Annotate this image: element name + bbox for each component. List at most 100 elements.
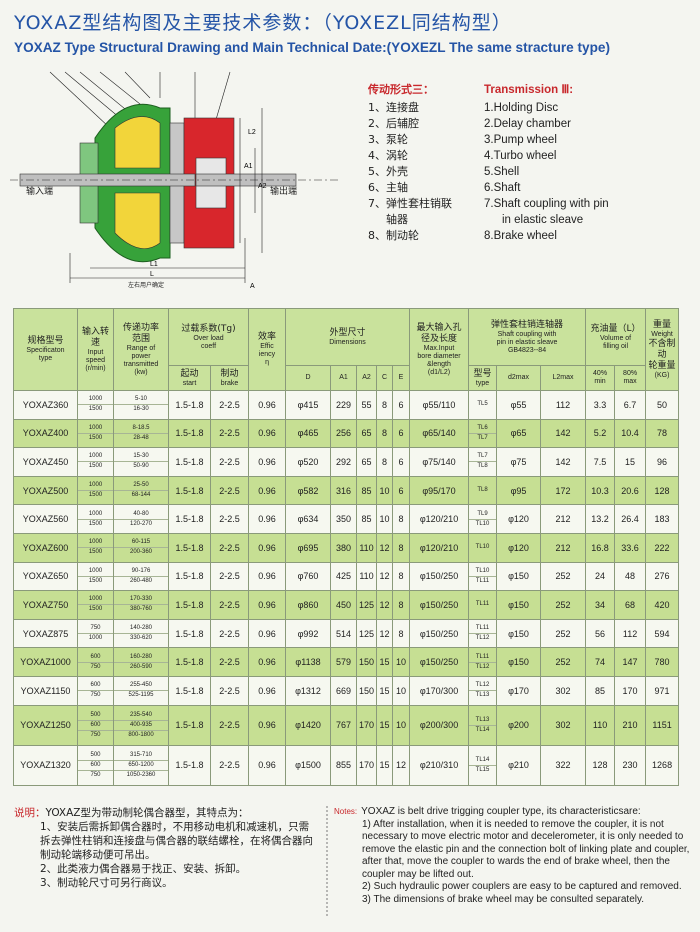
transmission-en: Transmission Ⅲ: 1.Holding Disc 2.Delay cha… <box>484 82 612 244</box>
header-line: A1 <box>339 374 348 381</box>
table-row: YOXAZ1150 600 750 255-450 525-1195 1.5-1.8 2-2… <box>13 675 680 706</box>
cell-line: 90-176 <box>131 567 151 574</box>
table-row: YOXAZ1000 600 750 160-280 260-590 1.5-1.8 2-2.… <box>13 647 680 677</box>
table-cell: 2-2.5 <box>209 618 250 649</box>
list-item: 4、涡轮 <box>368 149 408 162</box>
notes-text: YOXAZ型为带动制轮偶合器型，其特点为： <box>45 807 249 819</box>
header-line: (kw) <box>134 368 148 376</box>
cell-line: 260-590 <box>114 661 168 672</box>
table-cell: 1000 1500 <box>77 504 114 534</box>
table-cell: 125 <box>356 618 378 649</box>
list-item: 4.Turbo wheel <box>484 150 557 162</box>
table-cell: 315-710 650-1200 1050-2360 <box>113 744 169 786</box>
table-cell: φ55 <box>496 390 542 420</box>
table-cell: 25-50 68-144 <box>113 475 169 506</box>
cell-line: 50-90 <box>114 461 168 471</box>
table-cell: φ415 <box>285 390 332 420</box>
table-cell: 8 <box>392 561 411 592</box>
header-line: GB4823--84 <box>507 346 547 354</box>
table-cell: 2-2.5 <box>209 744 250 786</box>
cell-line: 15-30 <box>133 453 149 460</box>
table-cell: 170 <box>356 704 378 746</box>
list-title: 传动形式三： <box>368 83 434 96</box>
dim-label: L2 <box>248 129 256 136</box>
table-cell: 212 <box>540 532 587 563</box>
header-line: max <box>623 378 637 385</box>
cell-line: 800-1800 <box>114 729 168 740</box>
table-cell: 229 <box>330 390 358 420</box>
table-cell: 96 <box>645 447 680 477</box>
table-cell: 514 <box>330 618 358 649</box>
table-cell: φ1312 <box>285 675 332 706</box>
table-cell: 6 <box>392 475 411 506</box>
cell-line: TL8 <box>477 487 488 494</box>
table-cell: 2-2.5 <box>209 532 250 563</box>
table-cell: 12 <box>376 590 394 620</box>
header-line: L2max <box>552 374 574 381</box>
header-row: 起动 start 制动 brake D A1 A2 C E 型号 type d2max L2max 40%… <box>14 365 679 391</box>
header-cell: 效率 Effic iency η <box>248 308 287 391</box>
cell-line: 255-450 <box>129 682 153 689</box>
table-cell: TL11 TL12 <box>468 618 498 649</box>
table-cell: 1000 1500 <box>77 418 114 449</box>
table-cell: 60-115 200-360 <box>113 532 169 563</box>
cell-line: 1500 <box>78 404 113 414</box>
header-line: Over load <box>193 334 224 342</box>
table-cell: 5-10 16-30 <box>113 390 169 420</box>
cell-line: 1000 <box>88 396 103 403</box>
cell-line: 120-270 <box>114 518 168 529</box>
table-cell: 302 <box>540 704 587 746</box>
title-en: YOXAZ Type Structural Drawing and Main T… <box>14 40 610 55</box>
header-line: 外型尺寸 <box>329 327 366 338</box>
table-cell: 183 <box>645 504 680 534</box>
table-cell: 85 <box>356 475 378 506</box>
table-cell: 112 <box>540 390 587 420</box>
table-cell: 420 <box>645 590 680 620</box>
header-line: Dimensions <box>329 338 366 346</box>
table-cell: 1000 1500 <box>77 447 114 477</box>
notes-en: Notes: YOXAZ is belt drive trigging coupl… <box>334 806 690 906</box>
table-cell: 256 <box>330 418 358 449</box>
cell-line: 600 <box>90 682 101 689</box>
table-cell: φ210 <box>496 744 542 786</box>
cell-line: 1500 <box>78 490 113 500</box>
header-line: 传递功率 <box>122 322 159 333</box>
table-cell: 15-30 50-90 <box>113 447 169 477</box>
header-cell: 输入转速 Input speed (r/min) <box>77 308 114 391</box>
table-cell: 594 <box>645 618 680 649</box>
table-cell: φ582 <box>285 475 332 506</box>
table-cell: 8 <box>392 532 411 563</box>
cell-line: 1000 <box>88 482 103 489</box>
table-cell: φ150 <box>496 647 542 677</box>
header-line: 最大输入孔 <box>416 322 462 333</box>
table-cell: 12 <box>376 532 394 563</box>
table-cell: φ992 <box>285 618 332 649</box>
transmission-cn: 传动形式三： 1、连接盘 2、后辅腔 3、泵轮 4、涡轮 5、外壳 6、主轴 7、弹性套柱销联… <box>368 82 452 244</box>
table-cell: 971 <box>645 675 680 706</box>
table-cell: 170 <box>614 675 647 706</box>
table-cell: 855 <box>330 744 358 786</box>
header-line: (KG) <box>654 371 670 379</box>
cell-line: TL5 <box>477 401 488 408</box>
table-cell: φ170 <box>496 675 542 706</box>
notes-cn: 说明：YOXAZ型为带动制轮偶合器型，其特点为： 1、安装后需拆卸偶合器时，不用移… <box>14 806 314 890</box>
cell-line: 1500 <box>78 518 113 529</box>
table-cell: 160-280 260-590 <box>113 647 169 677</box>
table-cell: 1000 1500 <box>77 475 114 506</box>
table-cell: 13.2 <box>585 504 616 534</box>
table-cell: YOXAZ650 <box>13 561 78 592</box>
table-cell: 8 <box>392 504 411 534</box>
table-cell: 65 <box>356 418 378 449</box>
table-cell: 1000 1500 <box>77 590 114 620</box>
cell-line: 1000 <box>78 633 113 643</box>
notes-intro: Notes: YOXAZ is belt drive trigging coupl… <box>334 806 690 819</box>
cell-line: 68-144 <box>114 490 168 500</box>
cell-line: TL15 <box>469 764 496 775</box>
table-cell: φ95/170 <box>409 475 470 506</box>
cell-line: 1000 <box>88 424 103 431</box>
cell-line: TL14 <box>475 756 490 763</box>
dim-labels: L L1 L2 A A1 A2 <box>150 129 267 290</box>
header-line: speed <box>85 356 106 364</box>
table-cell: 8-18.5 28-48 <box>113 418 169 449</box>
